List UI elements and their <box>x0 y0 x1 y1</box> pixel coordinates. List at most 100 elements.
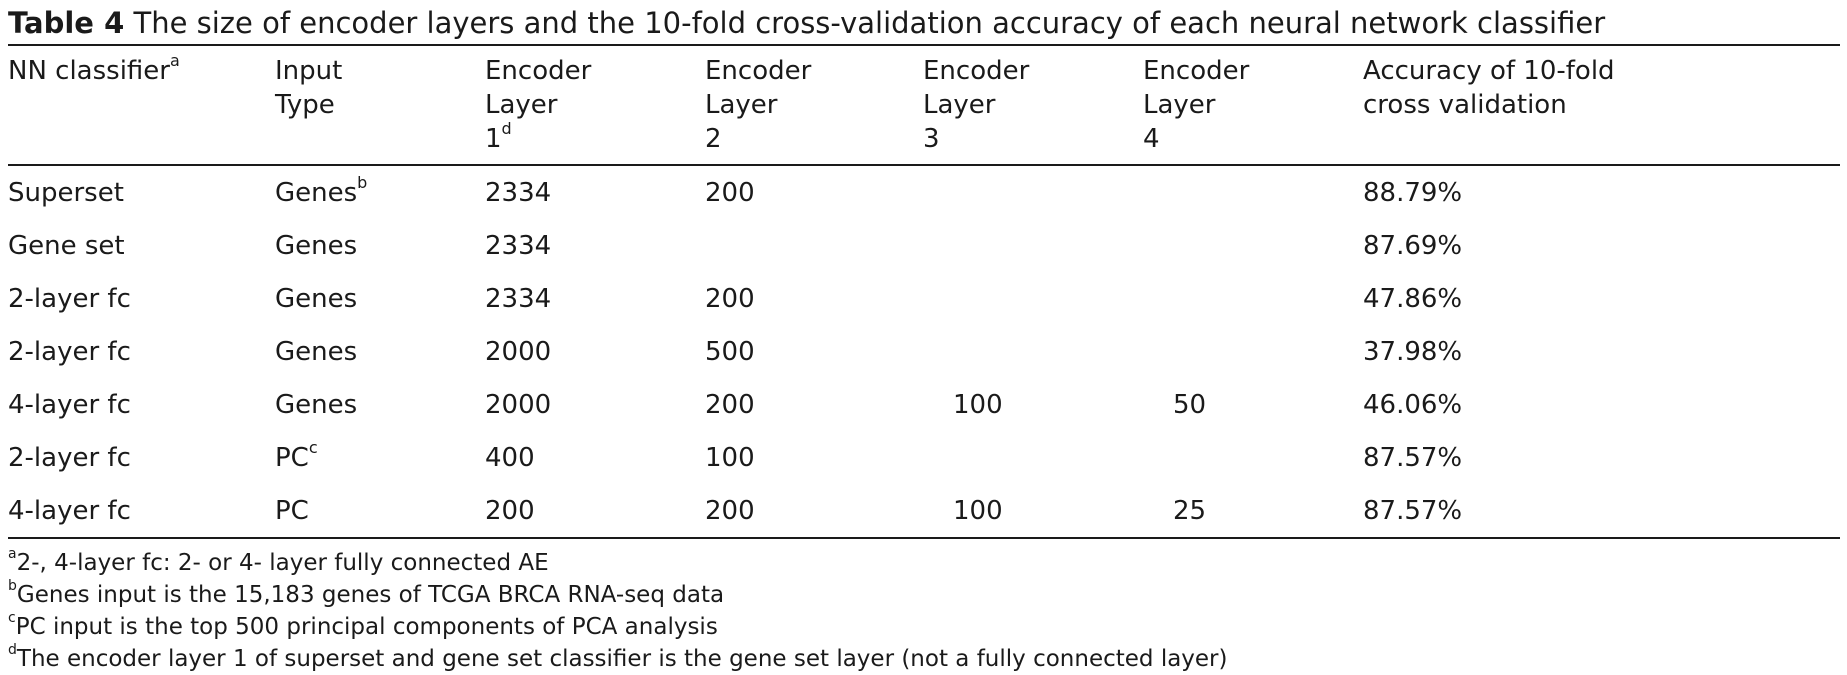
cell-accuracy: 87.57% <box>1363 484 1840 537</box>
top-rule <box>8 44 1840 46</box>
cell-encoder-layer-1: 2334 <box>485 165 705 219</box>
header-line: Layer <box>923 90 996 120</box>
cell-text: 200 <box>705 495 755 526</box>
footnote: dThe encoder layer 1 of superset and gen… <box>8 643 1840 675</box>
cell-text: Genes <box>275 230 358 261</box>
header-text: NN classifier <box>8 56 170 86</box>
cell-encoder-layer-2: 500 <box>705 325 923 378</box>
cell-encoder-layer-1: 2334 <box>485 219 705 272</box>
header-line: NN classifiera <box>8 51 275 88</box>
cell-text: 200 <box>705 177 755 208</box>
table-body: Superset Genesb 2334 200 88.79% Gene set Genes… <box>8 165 1840 537</box>
cell-text: 37.98% <box>1363 336 1463 367</box>
footnote: cPC input is the top 500 principal compo… <box>8 611 1840 643</box>
cell-text: Genes <box>275 177 358 208</box>
header-input-type: Input Type <box>275 46 485 166</box>
cell-encoder-layer-4 <box>1143 165 1363 219</box>
cell-text: Genes <box>275 336 358 367</box>
cell-accuracy: 88.79% <box>1363 165 1840 219</box>
cell-text: 2334 <box>485 230 552 261</box>
cell-encoder-layer-4 <box>1143 219 1363 272</box>
cell-input-type: PC <box>275 484 485 537</box>
cell-input-type: PCc <box>275 431 485 484</box>
table-row: 4-layer fc PC 200 200 100 25 87.57% <box>8 484 1840 537</box>
header-line: 3 <box>923 124 940 154</box>
cell-input-type: Genes <box>275 325 485 378</box>
cell-encoder-layer-1: 400 <box>485 431 705 484</box>
cell-text: 100 <box>953 495 1003 526</box>
table-row: Superset Genesb 2334 200 88.79% <box>8 165 1840 219</box>
cell-classifier: Superset <box>8 165 275 219</box>
table-figure: Table 4 The size of encoder layers and t… <box>8 4 1840 675</box>
cell-text: 47.86% <box>1363 283 1463 314</box>
cell-classifier: 2-layer fc <box>8 431 275 484</box>
header-line: Input <box>275 56 343 86</box>
cell-encoder-layer-3 <box>923 431 1143 484</box>
cell-text: 87.57% <box>1363 495 1463 526</box>
cell-classifier: 4-layer fc <box>8 378 275 431</box>
header-line: Layer <box>485 90 558 120</box>
table-caption: Table 4 The size of encoder layers and t… <box>8 4 1840 42</box>
cell-encoder-layer-2 <box>705 219 923 272</box>
footnote: bGenes input is the 15,183 genes of TCGA… <box>8 579 1840 611</box>
cell-text: Genes <box>275 283 358 314</box>
cell-text: 2-layer fc <box>8 336 131 367</box>
cell-text: 2-layer fc <box>8 283 131 314</box>
cell-encoder-layer-3 <box>923 165 1143 219</box>
table-row: 2-layer fc PCc 400 100 87.57% <box>8 431 1840 484</box>
header-line: 1d <box>485 119 705 156</box>
cell-text: 400 <box>485 442 535 473</box>
footnote-text: The encoder layer 1 of superset and gene… <box>16 646 1228 672</box>
cell-classifier: Gene set <box>8 219 275 272</box>
cell-accuracy: 37.98% <box>1363 325 1840 378</box>
header-encoder-layer-2: Encoder Layer 2 <box>705 46 923 166</box>
table-row: 2-layer fc Genes 2334 200 47.86% <box>8 272 1840 325</box>
cell-encoder-layer-1: 200 <box>485 484 705 537</box>
header-line: Encoder <box>923 56 1030 86</box>
cell-input-type: Genes <box>275 378 485 431</box>
cell-encoder-layer-2: 200 <box>705 484 923 537</box>
header-text: 1 <box>485 124 502 154</box>
footnote-mark: d <box>501 119 512 139</box>
footnote-text: PC input is the top 500 principal compon… <box>15 614 718 640</box>
header-line: Type <box>275 90 335 120</box>
cell-encoder-layer-4: 25 <box>1143 484 1363 537</box>
cell-text: PC <box>275 495 309 526</box>
footnote: a2-, 4-layer fc: 2- or 4- layer fully co… <box>8 547 1840 579</box>
footnote-mark: b <box>8 578 17 595</box>
cell-input-type: Genesb <box>275 165 485 219</box>
results-table: NN classifiera Input Type Encoder Layer 1d Enc… <box>8 46 1840 537</box>
footnote-mark: c <box>8 610 16 627</box>
header-line: cross validation <box>1363 90 1567 120</box>
table-row: 4-layer fc Genes 2000 200 100 50 46.06% <box>8 378 1840 431</box>
cell-text: 88.79% <box>1363 177 1463 208</box>
header-line: 4 <box>1143 124 1160 154</box>
footnote-mark: d <box>8 642 17 659</box>
cell-text: Gene set <box>8 230 125 261</box>
footnote-mark: c <box>308 437 318 457</box>
cell-encoder-layer-2: 100 <box>705 431 923 484</box>
header-line: Encoder <box>485 56 592 86</box>
cell-input-type: Genes <box>275 219 485 272</box>
header-accuracy: Accuracy of 10-fold cross validation <box>1363 46 1840 166</box>
header-encoder-layer-3: Encoder Layer 3 <box>923 46 1143 166</box>
header-row: NN classifiera Input Type Encoder Layer 1d Enc… <box>8 46 1840 166</box>
cell-text: 200 <box>705 389 755 420</box>
cell-encoder-layer-1: 2334 <box>485 272 705 325</box>
cell-text: 100 <box>705 442 755 473</box>
table-row: Gene set Genes 2334 87.69% <box>8 219 1840 272</box>
footnote-mark: a <box>170 51 180 71</box>
footnote-text: 2-, 4-layer fc: 2- or 4- layer fully con… <box>16 550 549 576</box>
cell-encoder-layer-3: 100 <box>923 378 1143 431</box>
cell-encoder-layer-3 <box>923 272 1143 325</box>
table-row: 2-layer fc Genes 2000 500 37.98% <box>8 325 1840 378</box>
cell-text: Superset <box>8 177 124 208</box>
cell-encoder-layer-3 <box>923 219 1143 272</box>
cell-accuracy: 47.86% <box>1363 272 1840 325</box>
header-line: Encoder <box>1143 56 1250 86</box>
footnote-text: Genes input is the 15,183 genes of TCGA … <box>16 582 725 608</box>
header-encoder-layer-1: Encoder Layer 1d <box>485 46 705 166</box>
cell-encoder-layer-2: 200 <box>705 272 923 325</box>
caption-text: The size of encoder layers and the 10-fo… <box>133 6 1606 40</box>
cell-encoder-layer-1: 2000 <box>485 325 705 378</box>
